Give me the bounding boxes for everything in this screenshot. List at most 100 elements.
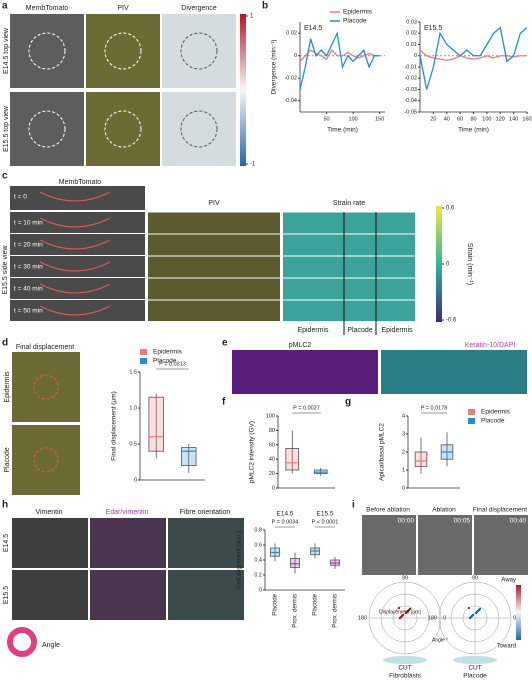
vector-dot: [397, 606, 401, 610]
outline: [28, 32, 66, 70]
micrograph: [283, 186, 415, 210]
box: [148, 396, 164, 452]
x-tick-label: 20: [430, 116, 436, 122]
line: [299, 31, 380, 90]
contour: [39, 283, 111, 294]
y-tick-label: 0.01: [406, 42, 417, 48]
panel-letter: h: [2, 500, 8, 511]
p-value: P = 0.0313: [159, 361, 186, 367]
micrograph: [162, 14, 236, 88]
column-title: Edar/vimentin: [106, 509, 149, 516]
y-tick-label: 0.02: [286, 31, 297, 37]
panel-letter: e: [222, 338, 228, 349]
row-label: E14.5 top view: [3, 27, 10, 74]
contour: [39, 239, 111, 250]
y-tick-label: -0.02: [404, 76, 417, 82]
y-axis-label: Cell alignment (a.u.): [236, 531, 243, 589]
panel-title: Final displacement: [16, 344, 74, 351]
line: [299, 49, 380, 62]
y-tick-label: 0.5: [129, 441, 137, 447]
cut-label: CUT: [468, 665, 481, 672]
y-tick-label: 0.6: [254, 542, 262, 548]
x-axis-label: Time (min): [327, 127, 358, 134]
vector-dot: [467, 606, 471, 610]
contour: [39, 191, 111, 202]
outline: [180, 110, 218, 148]
micrograph: [86, 14, 160, 88]
y-tick-label: 60: [269, 442, 275, 448]
angle-label: Angle °: [432, 637, 448, 643]
y-tick-label: -0.03: [404, 87, 417, 93]
p-value: P = 0.0034: [272, 519, 299, 525]
time-label: t = 40 min: [14, 286, 43, 293]
y-tick-label: 0: [402, 485, 405, 491]
y-tick-label: 1: [402, 467, 405, 473]
panel-letter: a: [2, 1, 8, 12]
p-value: P = 0.0178: [421, 405, 448, 411]
x-tick-label: 50: [324, 116, 330, 122]
colorbar-tick-label: 0: [446, 262, 450, 268]
p-value: P = 0.0027: [293, 405, 320, 411]
polar-tick: 0: [513, 615, 516, 621]
legend-swatch: [140, 358, 147, 364]
time-label: t = 20 min: [14, 242, 43, 249]
p-value: P < 0.0001: [312, 519, 339, 525]
vector-dot: [471, 613, 475, 617]
micrograph: [168, 518, 244, 568]
colorbar: [436, 206, 442, 322]
cut-target: Fibroblasts: [389, 673, 422, 680]
polar-tick: 90: [402, 575, 408, 581]
colorbar-tick-label: 1: [250, 14, 254, 20]
column-title: Final displacement: [473, 507, 527, 514]
micrograph: [418, 515, 472, 575]
polar-tick: 90: [472, 575, 478, 581]
column-title: Before ablation: [366, 507, 410, 514]
y-axis-label: Apical/basal pMLC2: [379, 423, 386, 481]
y-tick-label: 0: [272, 485, 275, 491]
micrograph: [168, 570, 244, 620]
column-title: Ablation: [432, 507, 456, 514]
y-tick-label: 80: [269, 428, 275, 434]
column-title: Strain rate: [333, 200, 365, 207]
legend-label: Epidermis: [343, 9, 373, 16]
colorbar-tick-label: -0.6: [446, 318, 457, 324]
legend-swatch: [468, 409, 475, 415]
micrograph: [474, 515, 528, 575]
line: [419, 49, 527, 61]
micrograph: [362, 515, 416, 575]
y-tick-label: 100: [266, 413, 275, 419]
micrograph: [162, 92, 236, 166]
x-tick-label: 80: [470, 116, 476, 122]
panel-letter: c: [2, 171, 8, 182]
group-label: E14.5: [277, 511, 294, 518]
colorbar-label: Toward: [497, 644, 516, 650]
micrograph: [12, 352, 80, 422]
column-title: MembTomato: [26, 5, 69, 12]
contour: [39, 217, 111, 228]
contour: [39, 305, 111, 316]
polar-tick: 0: [443, 615, 446, 621]
x-tick-label: 120: [496, 116, 505, 122]
legend-label: Placode: [343, 18, 367, 25]
y-tick-label: -0.02: [284, 76, 297, 82]
x-axis-label: Time (min): [458, 127, 489, 134]
colorbar: [240, 14, 246, 166]
micrograph: [86, 92, 160, 166]
outline: [104, 32, 142, 70]
colorbar-tick-label: 0.6: [446, 206, 455, 212]
outline: [180, 32, 218, 70]
vector-dot: [401, 613, 405, 617]
y-axis-label: pMLC2 intensity (GV): [249, 421, 256, 483]
y-tick-label: 0.02: [406, 31, 417, 37]
contour: [39, 261, 111, 272]
micrograph: [90, 570, 166, 620]
column-title: Divergence: [181, 5, 217, 12]
colorbar-title: Strain (min⁻¹): [466, 243, 473, 285]
x-tick-label: 40: [444, 116, 450, 122]
y-tick-label: -0.01: [404, 64, 417, 70]
y-tick-label: 0.8: [254, 527, 262, 533]
y-tick-label: 0: [259, 587, 262, 593]
micrograph: [148, 212, 280, 321]
region-label: Placode: [347, 327, 372, 334]
